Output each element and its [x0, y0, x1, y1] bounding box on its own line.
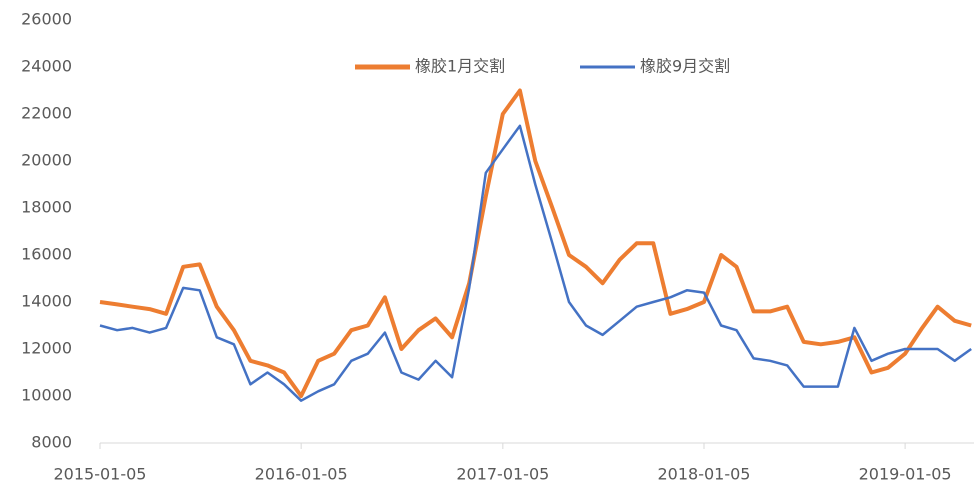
y-tick-label: 18000 [21, 198, 72, 217]
legend-label: 橡胶1月交割 [415, 57, 505, 76]
x-tick-label: 2018-01-05 [657, 465, 750, 484]
y-tick-label: 8000 [31, 433, 72, 452]
y-tick-label: 14000 [21, 292, 72, 311]
legend-label: 橡胶9月交割 [640, 57, 730, 76]
x-tick-label: 2015-01-05 [54, 465, 147, 484]
y-tick-label: 20000 [21, 151, 72, 170]
series-line [99, 124, 972, 402]
y-tick-label: 22000 [21, 104, 72, 123]
y-tick-label: 16000 [21, 245, 72, 264]
x-tick-label: 2017-01-05 [456, 465, 549, 484]
y-tick-label: 10000 [21, 386, 72, 405]
x-tick-label: 2019-01-05 [859, 465, 952, 484]
y-tick-label: 26000 [21, 10, 72, 29]
x-tick-label: 2016-01-05 [255, 465, 348, 484]
y-tick-label: 12000 [21, 339, 72, 358]
series-line [99, 88, 972, 398]
y-tick-label: 24000 [21, 57, 72, 76]
